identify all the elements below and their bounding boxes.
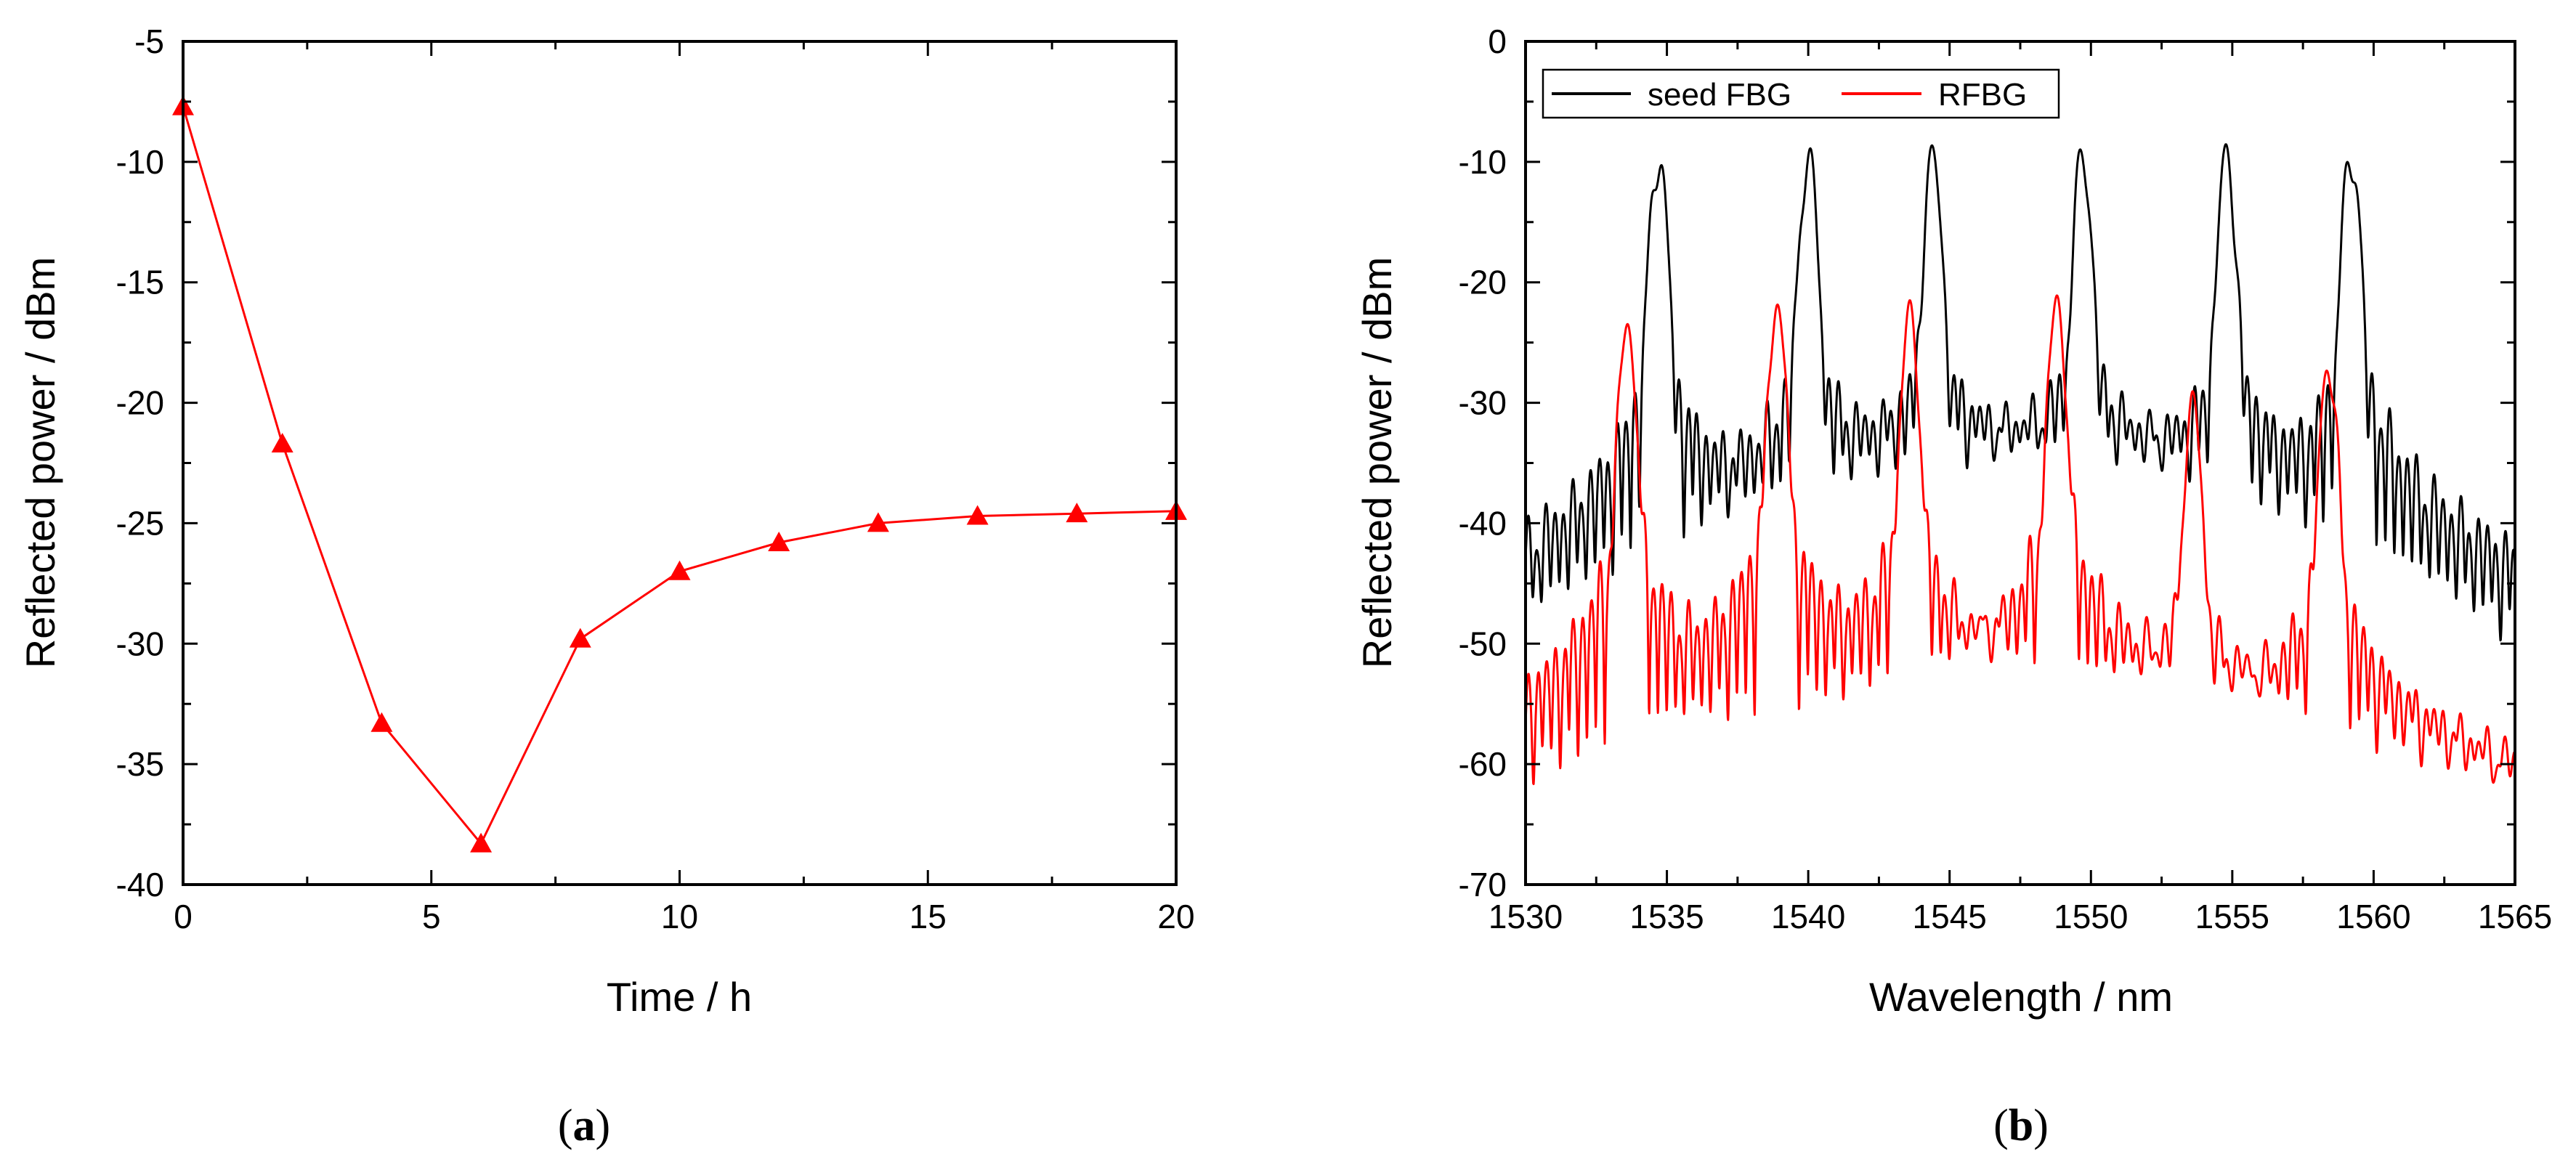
x-tick-label: 1535: [1629, 898, 1704, 935]
data-point-triangle: [271, 432, 293, 452]
x-tick-label: 1540: [1771, 898, 1845, 935]
data-point-triangle: [768, 531, 790, 551]
data-point-triangle: [668, 560, 691, 580]
chart-b-ticks: 1530 1535 1540 1545 1550 1555 1560 1565 -70 -60 -5…: [1459, 23, 2553, 935]
chart-panel-a: 0 5 10 15 20 -40 -35 -30 -25 -20 -15 -10 -5 Time / h…: [17, 23, 1195, 1150]
data-point-triangle: [867, 512, 889, 532]
panel-label-b: (b): [1993, 1101, 2049, 1150]
series-line-reflected-power: [182, 106, 1177, 846]
y-tick-label: -20: [1459, 264, 1507, 301]
chart-b-frame: [1524, 40, 2516, 886]
x-tick-label: 0: [174, 898, 193, 935]
y-tick-label: -10: [116, 143, 164, 181]
x-tick-label: 5: [422, 898, 441, 935]
x-tick-label: 1545: [1913, 898, 1987, 935]
chart-b-y-axis-label: Reflected power / dBm: [1354, 257, 1400, 668]
chart-b-x-axis-label: Wavelength / nm: [1869, 974, 2173, 1020]
x-tick-label: 1550: [2054, 898, 2128, 935]
y-tick-label: -30: [1459, 384, 1507, 422]
chart-a-ticks: 0 5 10 15 20 -40 -35 -30 -25 -20 -15 -10 -5: [116, 23, 1195, 935]
y-tick-label: -30: [116, 625, 164, 662]
data-point-triangle: [1066, 503, 1088, 523]
data-point-triangle: [966, 505, 989, 525]
x-tick-label: 20: [1157, 898, 1194, 935]
x-tick-label: 10: [661, 898, 698, 935]
chart-panel-b: 1530 1535 1540 1545 1550 1555 1560 1565 -70 -60 -5…: [1354, 23, 2552, 1150]
y-tick-label: -40: [1459, 504, 1507, 542]
y-tick-label: -70: [1459, 866, 1507, 903]
y-tick-label: -60: [1459, 745, 1507, 783]
data-point-triangle: [470, 832, 493, 853]
y-tick-label: -50: [1459, 625, 1507, 662]
series-line-rfbg: [1526, 294, 2515, 785]
y-tick-label: -15: [116, 264, 164, 301]
chart-b-plot: [1526, 143, 2515, 785]
y-tick-label: -35: [116, 745, 164, 783]
y-tick-label: -5: [134, 23, 164, 60]
x-tick-label: 1565: [2478, 898, 2552, 935]
series-line-seed-fbg: [1526, 143, 2515, 642]
panel-label-a: (a): [558, 1101, 610, 1150]
legend-rfbg-label: RFBG: [1938, 77, 2027, 113]
data-point-triangle: [569, 627, 591, 648]
x-tick-label: 1555: [2195, 898, 2269, 935]
y-tick-label: -25: [116, 504, 164, 542]
data-point-triangle: [370, 712, 393, 732]
x-tick-label: 15: [910, 898, 947, 935]
chart-a-frame: [182, 40, 1178, 886]
y-tick-label: 0: [1488, 23, 1507, 60]
chart-a-y-axis-label: Reflected power / dBm: [17, 257, 63, 668]
chart-a-plot: [172, 95, 1187, 853]
y-tick-label: -40: [116, 866, 164, 903]
x-tick-label: 1530: [1489, 898, 1563, 935]
y-tick-label: -20: [116, 384, 164, 422]
x-tick-label: 1560: [2336, 898, 2410, 935]
chart-b-legend: seed FBG RFBG: [1542, 68, 2060, 119]
y-tick-label: -10: [1459, 143, 1507, 181]
legend-seed-fbg-label: seed FBG: [1648, 77, 1791, 113]
chart-a-x-axis-label: Time / h: [607, 974, 752, 1020]
